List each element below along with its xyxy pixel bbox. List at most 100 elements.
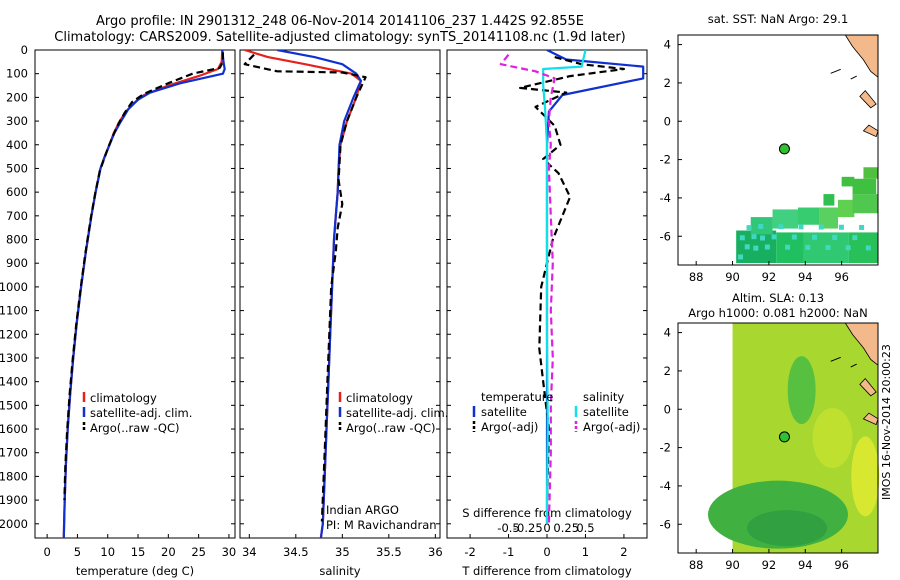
sst-cell bbox=[818, 224, 824, 230]
difference-xtick-label: -1 bbox=[503, 545, 514, 559]
salinity-series-satellite-adj-clim- bbox=[276, 50, 362, 538]
depth-tick-label: 100 bbox=[6, 67, 28, 81]
sla_map-field bbox=[708, 323, 880, 553]
difference-x2tick-label: 0.25 bbox=[553, 521, 579, 535]
sla_map-ytick-label: 4 bbox=[664, 326, 671, 340]
sst-cell bbox=[778, 224, 784, 230]
sst_map-background bbox=[678, 35, 878, 265]
sla-blob bbox=[787, 356, 816, 425]
temperature-xtick-label: 30 bbox=[222, 545, 237, 559]
sst-cell bbox=[852, 178, 877, 195]
depth-tick-label: 1500 bbox=[0, 398, 28, 412]
sla-blob bbox=[812, 408, 853, 468]
depth-tick-label: 300 bbox=[6, 114, 28, 128]
sla_map-ytick-label: 2 bbox=[664, 364, 671, 378]
sst-cell bbox=[812, 234, 817, 240]
sst-cell bbox=[751, 234, 757, 240]
island-outline bbox=[830, 356, 857, 368]
difference-legend-heading: temperature bbox=[481, 390, 553, 404]
sst_map-ytick-label: -6 bbox=[660, 229, 671, 243]
sst-cell bbox=[798, 224, 804, 230]
depth-tick-label: 1200 bbox=[0, 327, 28, 341]
depth-tick-label: 1100 bbox=[0, 304, 28, 318]
salinity-xlabel: salinity bbox=[319, 564, 360, 578]
salinity-legend-label: Argo(..raw -QC) bbox=[346, 421, 436, 435]
depth-tick-label: 400 bbox=[6, 138, 28, 152]
difference-series-temperature-argo-adj- bbox=[518, 56, 626, 501]
sst-cell bbox=[852, 235, 858, 241]
sst-cell bbox=[758, 223, 764, 229]
sst-cell bbox=[739, 235, 745, 241]
depth-tick-label: 1700 bbox=[0, 446, 28, 460]
sst-cell bbox=[841, 176, 855, 187]
sst-cell bbox=[823, 194, 835, 206]
difference-xtick-label: -2 bbox=[464, 545, 475, 559]
sla_map-ytick-label: 0 bbox=[664, 402, 671, 416]
depth-tick-label: 1400 bbox=[0, 375, 28, 389]
sst_map-xtick-label: 90 bbox=[725, 270, 740, 284]
sst_map-xtick-label: 92 bbox=[762, 270, 777, 284]
sla_map-xtick-label: 96 bbox=[834, 558, 849, 572]
sla-map-subtitle: Argo h1000: 0.081 h2000: NaN bbox=[688, 306, 867, 320]
sst-cell bbox=[798, 207, 820, 225]
depth-tick-label: 1900 bbox=[0, 493, 28, 507]
sst-cell bbox=[772, 209, 798, 229]
depth-tick-label: 800 bbox=[6, 233, 28, 247]
temperature-legend-label: satellite-adj. clim. bbox=[90, 406, 192, 420]
difference-xtick-label: 2 bbox=[620, 545, 627, 559]
sst-cell bbox=[738, 254, 743, 260]
depth-tick-label: 200 bbox=[6, 90, 28, 104]
sst-cell bbox=[832, 234, 838, 240]
difference-x2tick-label: 0 bbox=[543, 521, 550, 535]
temperature-xtick-label: 5 bbox=[74, 545, 81, 559]
difference-xtick-label: 1 bbox=[582, 545, 589, 559]
sst-cell bbox=[753, 245, 759, 251]
sla_map-ytick-label: -2 bbox=[660, 441, 671, 455]
argo-float-marker bbox=[778, 431, 790, 443]
figure-title-line2: Climatology: CARS2009. Satellite-adjuste… bbox=[54, 30, 626, 45]
depth-tick-label: 500 bbox=[6, 161, 28, 175]
temperature-xtick-label: 10 bbox=[100, 545, 115, 559]
depth-tick-label: 1600 bbox=[0, 422, 28, 436]
difference-series-group bbox=[499, 50, 645, 524]
depth-tick-label: 2000 bbox=[0, 517, 28, 531]
sst-cell bbox=[825, 245, 831, 251]
sst_map-ytick-label: 4 bbox=[664, 38, 671, 52]
sst_map-ytick-label: -4 bbox=[660, 191, 671, 205]
sst-cell bbox=[852, 194, 878, 214]
difference-legend: temperaturesatelliteArgo(-adj)salinitysa… bbox=[472, 390, 640, 434]
island-outline bbox=[830, 68, 857, 80]
sst-cell bbox=[838, 199, 855, 218]
difference-x2tick-label: 0.5 bbox=[576, 521, 594, 535]
sst-cell bbox=[785, 244, 791, 250]
salinity-legend-label: climatology bbox=[346, 391, 413, 405]
island-polygon bbox=[859, 89, 877, 109]
difference-panel: -2 -1 0 1 2 T difference from climatology -0.5… bbox=[446, 49, 648, 578]
difference-legend-heading: salinity bbox=[583, 390, 624, 404]
float-pi-label: PI: M Ravichandran bbox=[326, 518, 437, 532]
sst_map-xtick-label: 94 bbox=[798, 270, 813, 284]
sst-map-title: sat. SST: NaN Argo: 29.1 bbox=[708, 12, 849, 26]
sla-blob bbox=[747, 510, 828, 547]
salinity-xtick-label: 35.5 bbox=[376, 545, 402, 559]
depth-tick-label: 1300 bbox=[0, 351, 28, 365]
salinity-frame bbox=[239, 49, 441, 539]
sst-cell bbox=[838, 224, 844, 230]
figure-title-line1: Argo profile: IN 2901312_248 06-Nov-2014… bbox=[95, 14, 585, 29]
difference-xlabel: T difference from climatology bbox=[461, 564, 632, 578]
sst-cell bbox=[819, 207, 838, 229]
sst_map-frame bbox=[677, 34, 879, 266]
difference-x2tick-label: -0.25 bbox=[513, 521, 543, 535]
sst-cell bbox=[859, 224, 865, 230]
sst-cell bbox=[760, 235, 765, 241]
temperature-panel: 0100200300400500600700800900100011001200… bbox=[0, 43, 236, 578]
depth-tick-label: 1800 bbox=[0, 469, 28, 483]
difference-series-salinity-satellite bbox=[542, 50, 587, 524]
sst-cell bbox=[764, 244, 770, 250]
salinity-series-group bbox=[243, 50, 367, 538]
difference-legend-label: satellite bbox=[481, 405, 527, 419]
sla-blob bbox=[851, 436, 880, 517]
